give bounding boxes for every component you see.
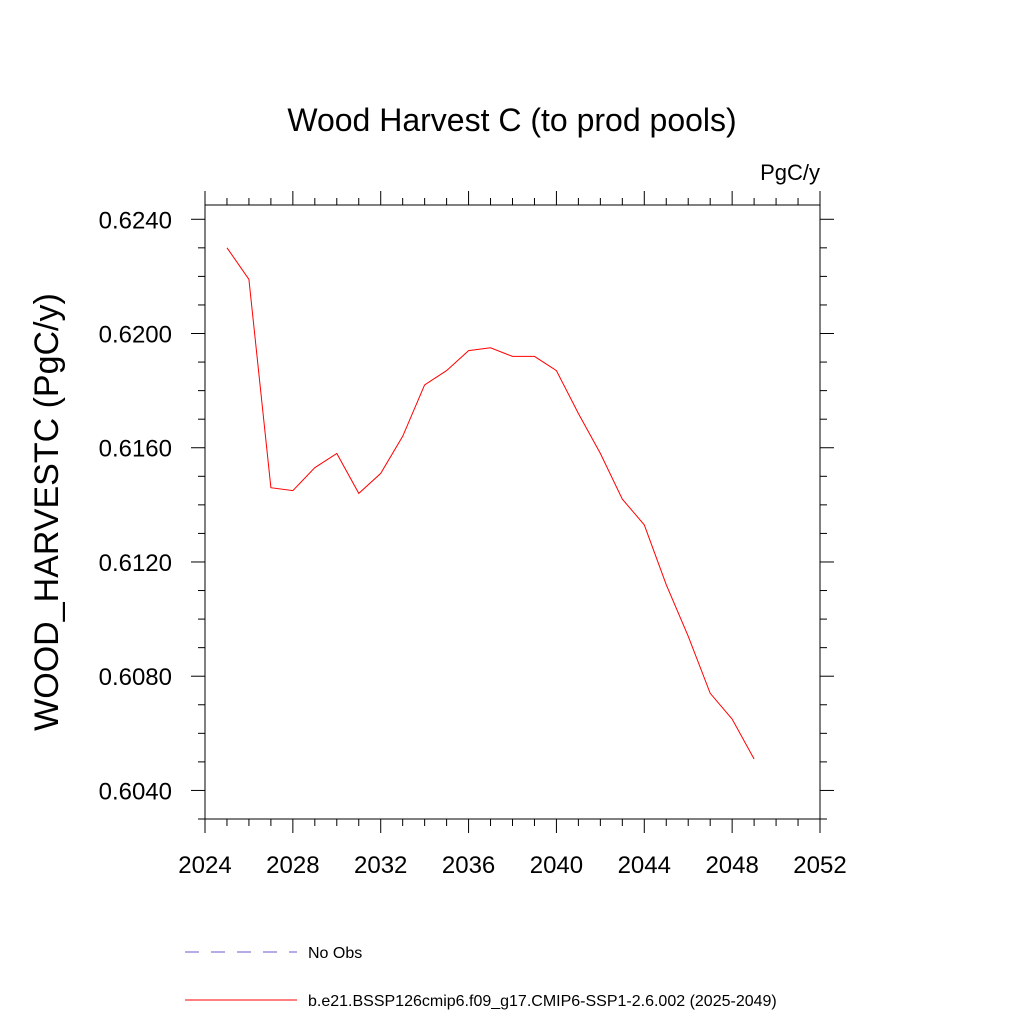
y-tick-label: 0.6080 bbox=[99, 664, 172, 691]
plot-frame bbox=[204, 204, 821, 820]
series-layer bbox=[226, 247, 755, 760]
y-tick-label: 0.6040 bbox=[99, 778, 172, 805]
x-tick-label: 2052 bbox=[793, 852, 846, 879]
units-label: PgC/y bbox=[760, 160, 820, 185]
legend: No Obs b.e21.BSSP126cmip6.f09_g17.CMIP6-… bbox=[185, 945, 777, 1010]
series-line bbox=[226, 247, 755, 760]
y-axis-ticks: 0.6040 0.6080 0.6120 0.6160 0.6200 0.6240 bbox=[99, 207, 834, 820]
y-tick-label: 0.6120 bbox=[99, 550, 172, 577]
legend-label-no-obs: No Obs bbox=[308, 945, 362, 962]
legend-label-model-run: b.e21.BSSP126cmip6.f09_g17.CMIP6-SSP1-2.… bbox=[308, 993, 777, 1010]
y-tick-label: 0.6200 bbox=[99, 322, 172, 349]
y-axis-label: WOOD_HARVESTC (PgC/y) bbox=[28, 293, 66, 731]
x-tick-label: 2032 bbox=[354, 852, 407, 879]
x-tick-label: 2028 bbox=[266, 852, 319, 879]
y-tick-label: 0.6240 bbox=[99, 207, 172, 234]
y-tick-label: 0.6160 bbox=[99, 436, 172, 463]
x-tick-label: 2048 bbox=[705, 852, 758, 879]
chart-title: Wood Harvest C (to prod pools) bbox=[287, 102, 736, 138]
x-tick-label: 2040 bbox=[530, 852, 583, 879]
x-tick-label: 2036 bbox=[442, 852, 495, 879]
x-axis-ticks: 2024 2028 2032 2036 2040 2044 2048 2052 bbox=[178, 191, 847, 879]
x-tick-label: 2044 bbox=[618, 852, 671, 879]
x-tick-label: 2024 bbox=[178, 852, 231, 879]
